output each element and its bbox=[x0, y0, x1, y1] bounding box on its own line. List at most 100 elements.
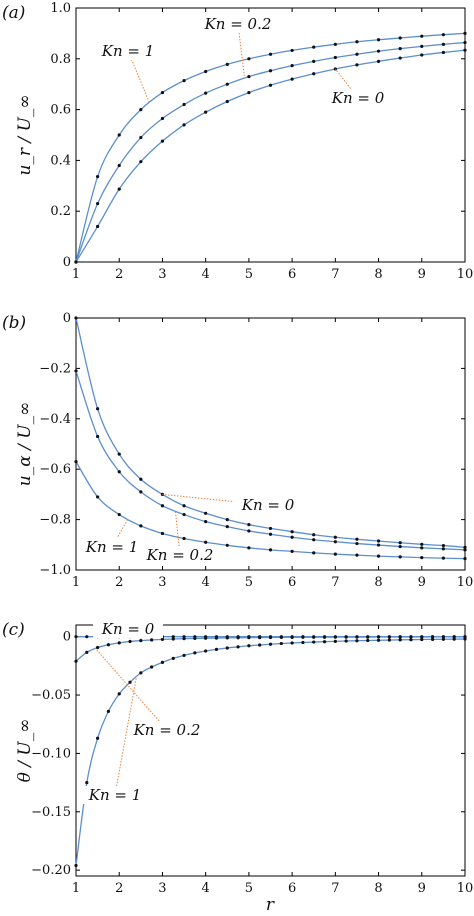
data-point bbox=[312, 635, 316, 639]
data-point bbox=[268, 83, 273, 87]
data-point bbox=[96, 224, 100, 229]
data-point bbox=[333, 42, 337, 46]
data-point bbox=[333, 55, 337, 60]
data-point bbox=[312, 551, 316, 555]
data-point bbox=[463, 548, 467, 552]
x-tick-label: 9 bbox=[418, 575, 426, 590]
y-tick-label: −0.10 bbox=[31, 746, 71, 761]
data-point bbox=[214, 636, 219, 640]
data-point bbox=[258, 643, 262, 647]
data-point bbox=[430, 637, 435, 641]
y-tick-label: −1.0 bbox=[39, 563, 71, 578]
annotation-background bbox=[132, 721, 202, 739]
annotation-kn-0-2: Kn = 0.2 bbox=[145, 510, 215, 564]
data-point bbox=[117, 163, 121, 168]
data-point bbox=[117, 187, 121, 191]
data-point bbox=[225, 82, 229, 86]
data-point bbox=[376, 59, 381, 63]
y-tick-label: 0.6 bbox=[50, 103, 71, 118]
data-point bbox=[182, 653, 186, 657]
data-point bbox=[85, 635, 89, 639]
y-tick-label: 0.2 bbox=[50, 204, 71, 219]
data-point bbox=[333, 535, 337, 539]
data-point bbox=[204, 540, 208, 544]
data-point bbox=[463, 48, 467, 52]
data-point bbox=[160, 660, 165, 664]
annotation-kn-0: Kn = 0 bbox=[93, 620, 163, 638]
series-kn-0-2 bbox=[74, 635, 467, 663]
data-point bbox=[74, 260, 78, 264]
data-point bbox=[247, 529, 251, 533]
data-point bbox=[463, 557, 467, 561]
data-point bbox=[441, 33, 445, 37]
x-tick-label: 10 bbox=[457, 575, 474, 590]
data-point bbox=[355, 553, 359, 557]
data-point bbox=[268, 52, 273, 56]
data-point bbox=[290, 635, 294, 639]
data-point bbox=[247, 523, 251, 527]
annotation-label: Kn = 0 bbox=[101, 620, 155, 638]
x-tick-label: 2 bbox=[115, 267, 123, 282]
data-point bbox=[376, 539, 381, 543]
data-point bbox=[204, 69, 208, 74]
data-point bbox=[452, 637, 456, 641]
data-point bbox=[139, 135, 143, 140]
annotation-label: Kn = 1 bbox=[85, 538, 139, 556]
data-point bbox=[376, 38, 381, 42]
y-tick-label: −0.2 bbox=[39, 361, 71, 376]
data-point bbox=[387, 638, 391, 642]
data-point bbox=[322, 635, 327, 639]
y-axis-label: u_r / U_∞ bbox=[15, 94, 35, 175]
data-point bbox=[193, 636, 197, 641]
annotation-background bbox=[203, 15, 273, 33]
data-point bbox=[171, 637, 175, 641]
data-point bbox=[376, 635, 381, 639]
y-tick-label: 0 bbox=[63, 255, 71, 270]
data-point bbox=[247, 546, 251, 550]
data-point bbox=[452, 635, 456, 639]
data-point bbox=[268, 532, 273, 536]
annotation-label: Kn = 0.2 bbox=[133, 721, 201, 739]
data-point bbox=[398, 544, 402, 549]
data-point bbox=[441, 547, 445, 551]
annotation-kn-1: Kn = 1 bbox=[80, 676, 150, 804]
data-point bbox=[182, 637, 186, 641]
data-point bbox=[398, 47, 402, 51]
data-point bbox=[225, 636, 229, 640]
data-point bbox=[160, 139, 165, 143]
data-point bbox=[420, 637, 424, 642]
data-point bbox=[247, 57, 251, 61]
x-tick-label: 6 bbox=[288, 267, 296, 282]
x-tick-label: 10 bbox=[457, 267, 474, 282]
data-point bbox=[96, 407, 100, 411]
data-point bbox=[117, 692, 121, 696]
data-point bbox=[463, 545, 467, 549]
series-line bbox=[75, 32, 466, 263]
x-tick-label: 3 bbox=[158, 575, 166, 590]
x-tick-label: 1 bbox=[72, 575, 80, 590]
data-point bbox=[160, 116, 165, 121]
annotation-label: Kn = 1 bbox=[101, 42, 155, 60]
x-tick-label: 4 bbox=[202, 575, 210, 590]
data-point bbox=[204, 91, 208, 95]
axes-frame bbox=[75, 317, 466, 571]
data-point bbox=[247, 74, 251, 79]
data-point bbox=[366, 638, 370, 643]
data-point bbox=[430, 635, 435, 639]
data-point bbox=[182, 504, 186, 508]
data-point bbox=[441, 42, 445, 46]
annotation-label: Kn = 0.2 bbox=[204, 15, 272, 33]
panel-label: (b) bbox=[2, 313, 26, 333]
annotation-leader bbox=[114, 676, 138, 796]
data-point bbox=[74, 659, 78, 663]
data-point bbox=[409, 635, 413, 639]
data-point bbox=[139, 639, 143, 643]
data-point bbox=[74, 863, 78, 868]
data-point bbox=[247, 90, 251, 95]
data-point bbox=[236, 636, 240, 640]
data-point bbox=[441, 556, 445, 560]
data-point bbox=[171, 635, 175, 639]
series-kn-1 bbox=[74, 460, 467, 561]
series-kn-0 bbox=[74, 316, 467, 549]
